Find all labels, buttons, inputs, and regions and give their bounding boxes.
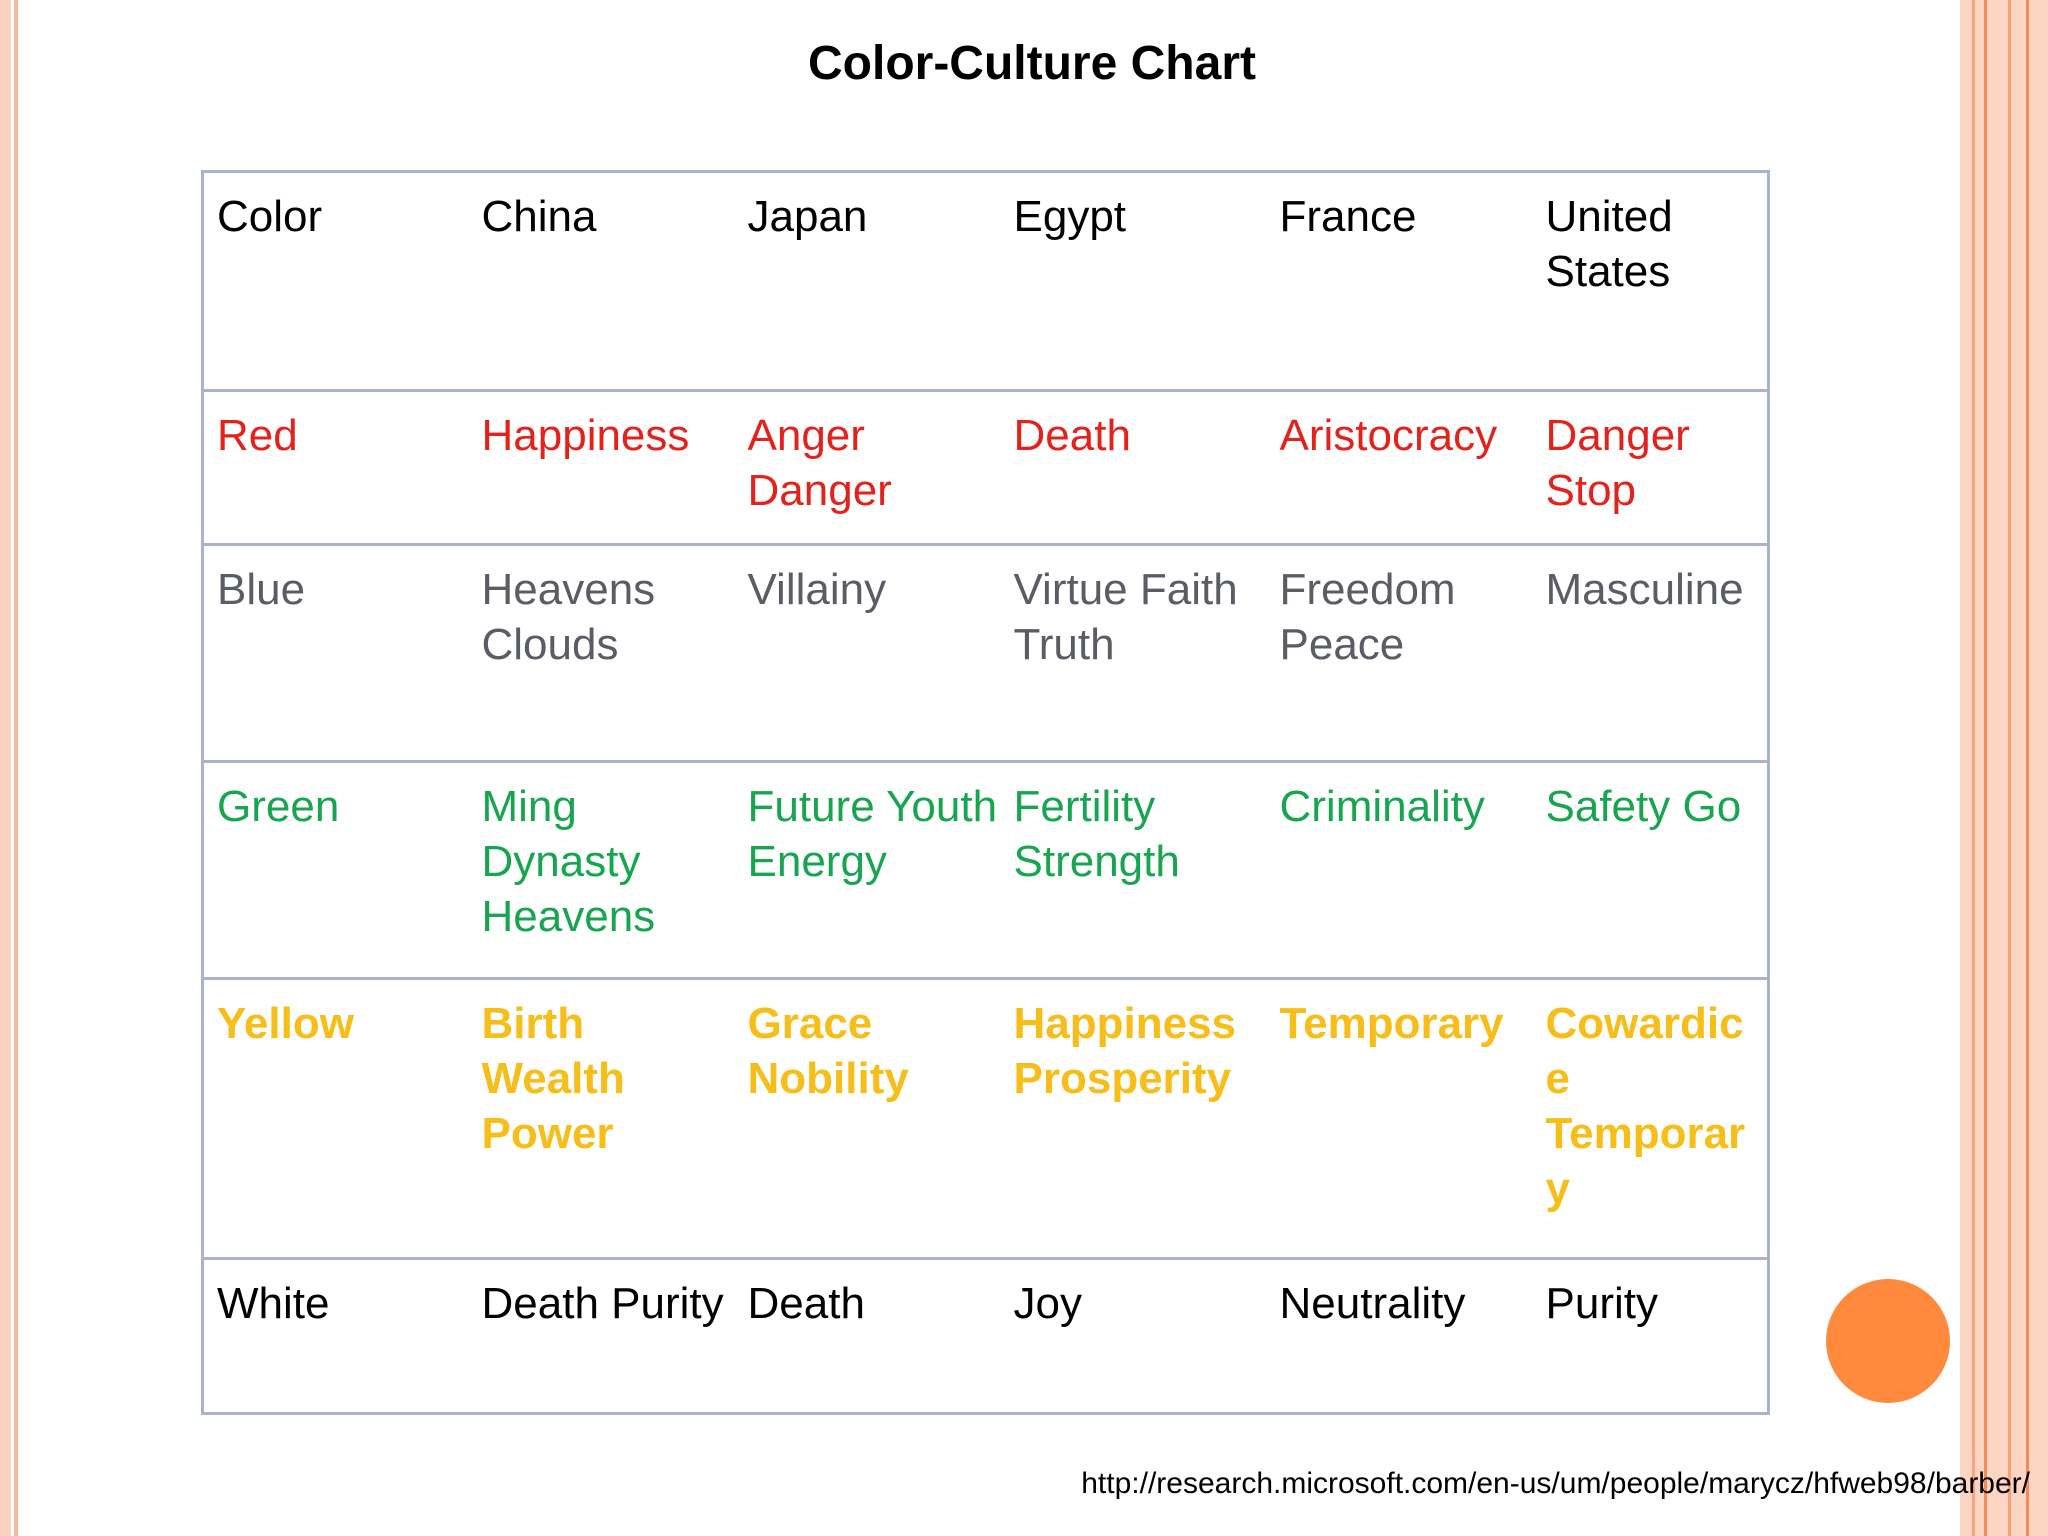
table-cell: Masculine: [1532, 543, 1769, 762]
table-cell: Virtue Faith Truth: [1000, 543, 1267, 762]
table-cell: Aristocracy: [1266, 389, 1533, 545]
orange-circle-decoration: [1826, 1279, 1950, 1403]
table-cell: Death: [734, 1257, 1001, 1414]
table-cell: Ming Dynasty Heavens: [468, 760, 735, 979]
table-cell: Neutrality: [1266, 1257, 1533, 1414]
table-cell: Safety Go: [1532, 760, 1769, 979]
table-cell: Purity: [1532, 1257, 1769, 1414]
table-cell: Green: [202, 760, 469, 979]
right-decorative-line: [1984, 0, 1987, 1536]
right-decorative-line: [2026, 0, 2029, 1536]
table-cell: Grace Nobility: [734, 977, 1001, 1259]
table-cell: Future Youth Energy: [734, 760, 1001, 979]
header-cell-egypt: Egypt: [1013, 192, 1127, 241]
color-culture-table: Color China Japan Egypt France United St…: [201, 170, 1770, 1415]
header-cell-china: China: [481, 192, 597, 241]
source-url-link[interactable]: http://research.microsoft.com/en-us/um/p…: [1081, 1467, 2030, 1500]
header-cell-color: Color: [217, 192, 323, 241]
table-cell: Fertility Strength: [1000, 760, 1267, 979]
table-row-green: Green Ming Dynasty Heavens Future Youth …: [202, 760, 1769, 979]
table-cell: Villainy: [734, 543, 1001, 762]
table-row-red: Red Happiness Anger Danger Death Aristoc…: [202, 389, 1769, 545]
right-decorative-line: [2008, 0, 2011, 1536]
table-cell: Happiness Prosperity: [1000, 977, 1267, 1259]
header-cell-france: France: [1279, 192, 1417, 241]
header-cell-japan: Japan: [747, 192, 868, 241]
left-decorative-line: [14, 0, 18, 1536]
left-decorative-stripe: [0, 0, 11, 1536]
table-cell: Danger Stop: [1532, 389, 1769, 545]
table-cell: Criminality: [1266, 760, 1533, 979]
table-cell: Death Purity: [468, 1257, 735, 1414]
table-row-yellow: Yellow Birth Wealth Power Grace Nobility…: [202, 977, 1769, 1259]
table-cell: Blue: [202, 543, 469, 762]
table-cell: Happiness: [468, 389, 735, 545]
table-cell: Temporary: [1266, 977, 1533, 1259]
table-cell: Heavens Clouds: [468, 543, 735, 762]
header-cell-united-states: United States: [1545, 192, 1673, 296]
table-cell: Birth Wealth Power: [468, 977, 735, 1259]
table-cell: Anger Danger: [734, 389, 1001, 545]
table-cell: Freedom Peace: [1266, 543, 1533, 762]
table-cell: Death: [1000, 389, 1267, 545]
table-cell: Yellow: [202, 977, 469, 1259]
table-cell: White: [202, 1257, 469, 1414]
table-row-blue: Blue Heavens Clouds Villainy Virtue Fait…: [202, 543, 1769, 762]
right-decorative-line: [1972, 0, 1975, 1536]
slide-title: Color-Culture Chart: [808, 37, 1256, 90]
table-cell: Cowardice Temporary: [1532, 977, 1769, 1259]
table-cell: Red: [202, 389, 469, 545]
table-row-white: White Death Purity Death Joy Neutrality …: [202, 1257, 1769, 1414]
table-header-row: Color China Japan Egypt France United St…: [203, 172, 1769, 391]
table-cell: Joy: [1000, 1257, 1267, 1414]
